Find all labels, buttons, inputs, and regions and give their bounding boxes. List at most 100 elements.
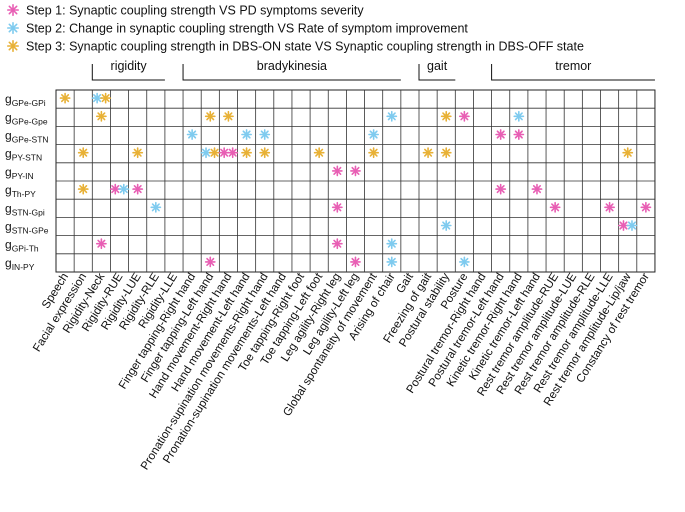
mark-step-2: [259, 129, 271, 140]
legend-star-step-3: [7, 39, 20, 53]
mark-step-2: [186, 129, 198, 140]
mark-step-2: [91, 92, 103, 104]
mark-step-3: [132, 147, 144, 159]
mark-step-3: [259, 147, 271, 159]
mark-step-1: [495, 129, 507, 140]
row-label-base: g: [5, 129, 12, 143]
mark-step-1: [109, 183, 121, 195]
row-label-base: g: [5, 92, 12, 106]
mark-step-2: [626, 220, 638, 231]
mark-step-1: [331, 165, 343, 177]
mark-step-1: [350, 256, 361, 268]
row-label-sub: PY-IN: [12, 171, 34, 181]
mark-step-3: [422, 147, 434, 159]
mark-step-2: [386, 256, 398, 268]
mark-step-3: [59, 92, 71, 104]
symptom-group-brackets: rigidity bradykinesia gait tremor: [91, 59, 655, 81]
mark-step-3: [622, 147, 634, 159]
row-label: gGPi-Th: [5, 238, 39, 254]
mark-step-1: [227, 147, 239, 159]
mark-step-1: [549, 201, 561, 213]
row-label-base: g: [5, 201, 12, 215]
group-label-gait: gait: [427, 59, 448, 73]
mark-step-1: [204, 256, 216, 268]
mark-step-2: [200, 147, 212, 159]
mark-step-2: [118, 183, 130, 195]
mark-step-2: [386, 238, 398, 250]
group-bracket-gait: [418, 64, 456, 81]
mark-step-3: [209, 147, 220, 159]
mark-step-2: [241, 129, 252, 140]
row-label: gSTN-GPe: [5, 220, 49, 236]
mark-step-2: [440, 220, 452, 231]
mark-step-1: [618, 220, 629, 231]
matrix-marks: [59, 92, 652, 268]
row-label-sub: GPe-GPi: [12, 98, 46, 108]
row-label: gTh-PY: [5, 183, 36, 199]
mark-step-1: [331, 201, 343, 213]
group-bracket-tremor: [491, 64, 655, 81]
group-bracket-bradykinesia: [182, 64, 401, 81]
mark-step-3: [440, 110, 452, 122]
row-label: gGPe-STN: [5, 129, 49, 145]
row-label-sub: GPi-Th: [12, 244, 39, 254]
matrix-grid: [55, 89, 656, 273]
row-label-sub: STN-GPe: [12, 226, 49, 236]
row-label-sub: PY-STN: [12, 153, 42, 163]
mark-step-3: [77, 147, 89, 159]
row-label: gPY-IN: [5, 165, 34, 181]
row-label-base: g: [5, 165, 12, 179]
row-label-base: g: [5, 147, 12, 161]
mark-step-1: [640, 201, 652, 213]
mark-step-1: [495, 183, 507, 195]
mark-step-3: [100, 92, 112, 104]
row-label-sub: Th-PY: [12, 189, 36, 199]
row-label-base: g: [5, 110, 12, 124]
row-label-sub: GPe-STN: [12, 135, 49, 145]
mark-step-2: [386, 110, 398, 122]
mark-step-1: [331, 238, 343, 250]
mark-step-1: [132, 183, 144, 195]
mark-step-3: [204, 110, 216, 122]
legend-star-step-1: [7, 4, 20, 16]
mark-step-3: [223, 110, 234, 122]
mark-step-3: [77, 183, 89, 195]
row-label: gGPe-GPi: [5, 92, 46, 108]
row-label-base: g: [5, 256, 12, 270]
group-label-bradykinesia: bradykinesia: [257, 59, 327, 73]
mark-step-1: [604, 201, 615, 213]
legend-label-step-3: Step 3: Synaptic coupling strength in DB…: [26, 40, 584, 54]
row-label-sub: IN-PY: [12, 262, 35, 272]
row-label-base: g: [5, 220, 12, 234]
row-labels: gGPe-GPigGPe-GpegGPe-STNgPY-STNgPY-INgTh…: [5, 92, 49, 272]
group-label-tremor: tremor: [555, 59, 591, 73]
mark-step-3: [368, 147, 380, 159]
mark-step-2: [513, 110, 525, 122]
group-label-rigidity: rigidity: [111, 59, 148, 73]
row-label: gIN-PY: [5, 256, 35, 272]
mark-step-1: [458, 110, 470, 122]
row-label: gSTN-Gpi: [5, 201, 45, 217]
mark-step-1: [218, 147, 230, 159]
mark-step-2: [150, 201, 162, 213]
mark-step-3: [440, 147, 452, 159]
mark-step-1: [531, 183, 543, 195]
mark-step-1: [513, 129, 525, 140]
legend-label-step-1: Step 1: Synaptic coupling strength VS PD…: [26, 4, 364, 18]
mark-step-2: [368, 129, 380, 140]
mark-step-3: [241, 147, 252, 159]
row-label-sub: STN-Gpi: [12, 207, 45, 217]
row-label-base: g: [5, 238, 12, 252]
row-label: gPY-STN: [5, 147, 42, 163]
mark-step-1: [350, 165, 361, 177]
legend: Step 1: Synaptic coupling strength VS PD…: [7, 4, 584, 54]
row-label-base: g: [5, 183, 12, 197]
legend-label-step-2: Step 2: Change in synaptic coupling stre…: [26, 22, 468, 36]
mark-step-3: [95, 110, 107, 122]
mark-step-3: [313, 147, 325, 159]
mark-step-2: [458, 256, 470, 268]
legend-star-step-2: [7, 21, 20, 35]
mark-step-1: [95, 238, 107, 250]
